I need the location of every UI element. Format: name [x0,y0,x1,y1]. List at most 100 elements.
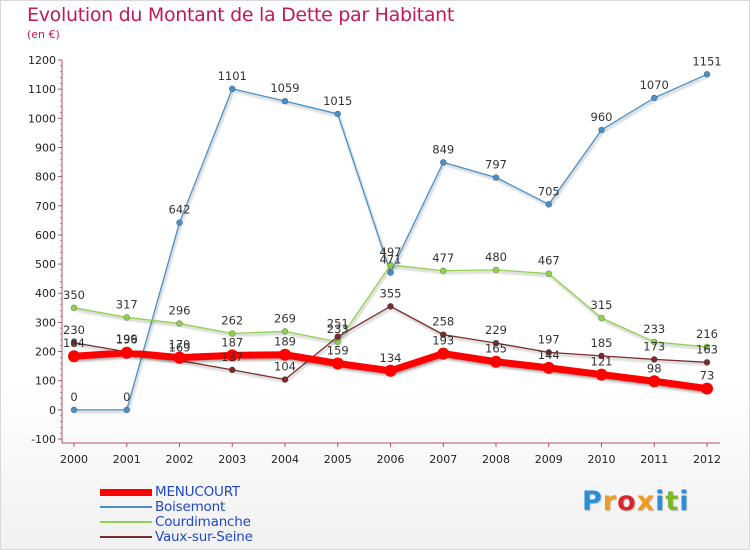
data-label: 315 [591,298,613,312]
y-tick-label: -100 [31,433,56,446]
y-tick-label: 1000 [28,112,56,125]
data-point [176,320,183,327]
data-label: 169 [169,341,191,355]
x-tick-label: 2001 [113,453,141,466]
data-label: 144 [538,348,560,362]
legend-label: Boisemont [155,499,226,515]
data-label: 233 [327,322,349,336]
data-label: 1059 [270,81,299,95]
data-label: 163 [696,342,718,356]
data-label: 98 [647,361,662,375]
data-label: 467 [538,254,560,268]
axes: -100010020030040050060070080090010001100… [28,54,721,466]
data-point [650,338,658,346]
data-point [387,269,394,276]
data-label: 159 [327,343,349,357]
data-point [437,347,450,360]
data-point [703,343,711,351]
y-tick-label: 600 [35,229,56,242]
line-chart: -100010020030040050060070080090010001100… [28,54,722,466]
data-point [439,267,447,275]
data-point [703,70,711,78]
x-tick-label: 2007 [429,453,457,466]
data-label: 471 [380,253,402,267]
data-point [492,339,500,347]
legend-swatch [100,536,152,538]
data-point [387,261,394,269]
data-point [70,339,78,347]
proxiti-logo: Proxiti [582,486,690,517]
y-tick-label: 500 [35,258,56,271]
logo-letter: P [582,486,603,517]
data-label: 251 [327,317,349,331]
data-point [123,314,131,321]
data-label: 233 [643,322,665,336]
legend-swatch [100,506,152,508]
data-label: 173 [643,339,665,353]
data-label: 262 [221,313,243,327]
data-label: 199 [116,332,138,346]
x-tick-label: 2011 [640,453,668,466]
data-label: 296 [169,304,191,318]
data-point [331,357,344,370]
x-tick-label: 2009 [535,453,563,466]
data-point [228,330,236,337]
data-label: 960 [591,110,613,124]
chart-unit: (en €) [27,28,60,41]
data-point [334,333,342,340]
data-label: 137 [221,350,243,364]
data-label: 0 [123,390,130,404]
data-point [120,346,133,359]
data-label: 258 [432,315,454,329]
data-label: 1101 [218,69,247,83]
data-label: 350 [63,288,85,302]
data-label: 230 [63,323,85,337]
data-point [545,349,553,356]
logo-letter: o [617,486,637,517]
x-tick-label: 2008 [482,453,510,466]
legend-swatch [100,521,152,523]
y-tick-label: 100 [35,375,56,388]
y-tick-label: 1200 [28,54,56,67]
data-point [176,219,183,226]
data-label: 193 [432,334,454,348]
y-tick-label: 200 [35,346,56,359]
data-point [439,331,447,338]
data-point [70,304,78,312]
x-tick-label: 2012 [693,453,721,466]
data-point [279,348,291,361]
data-point [598,126,605,134]
data-point [173,351,186,364]
data-label: 121 [591,355,613,369]
y-tick-label: 400 [35,287,56,300]
data-point [281,376,289,383]
data-label: 0 [70,390,77,404]
data-point [703,359,711,366]
data-point [490,355,502,368]
x-tick-label: 2005 [324,453,352,466]
logo-letter: i [655,486,666,517]
legend-label: Courdimanche [155,514,251,530]
data-label: 269 [274,311,296,325]
legend-swatch [100,488,152,496]
data-label: 477 [432,251,454,265]
data-label: 849 [432,142,454,156]
data-point [542,361,555,374]
data-point [226,349,239,362]
x-tick-label: 2010 [588,453,616,466]
data-point [384,364,397,377]
data-point [648,375,661,388]
data-point [598,314,605,322]
data-label: 1015 [323,94,352,108]
data-point [228,85,236,93]
y-tick-label: 300 [35,316,56,329]
data-label: 134 [380,351,402,365]
data-label: 497 [380,245,402,259]
data-point [650,94,658,102]
y-tick-label: 800 [35,171,56,184]
data-point [650,356,658,363]
chart-title: Evolution du Montant de la Dette par Hab… [27,4,455,26]
x-tick-label: 2006 [377,453,405,466]
data-label: 185 [591,336,613,350]
